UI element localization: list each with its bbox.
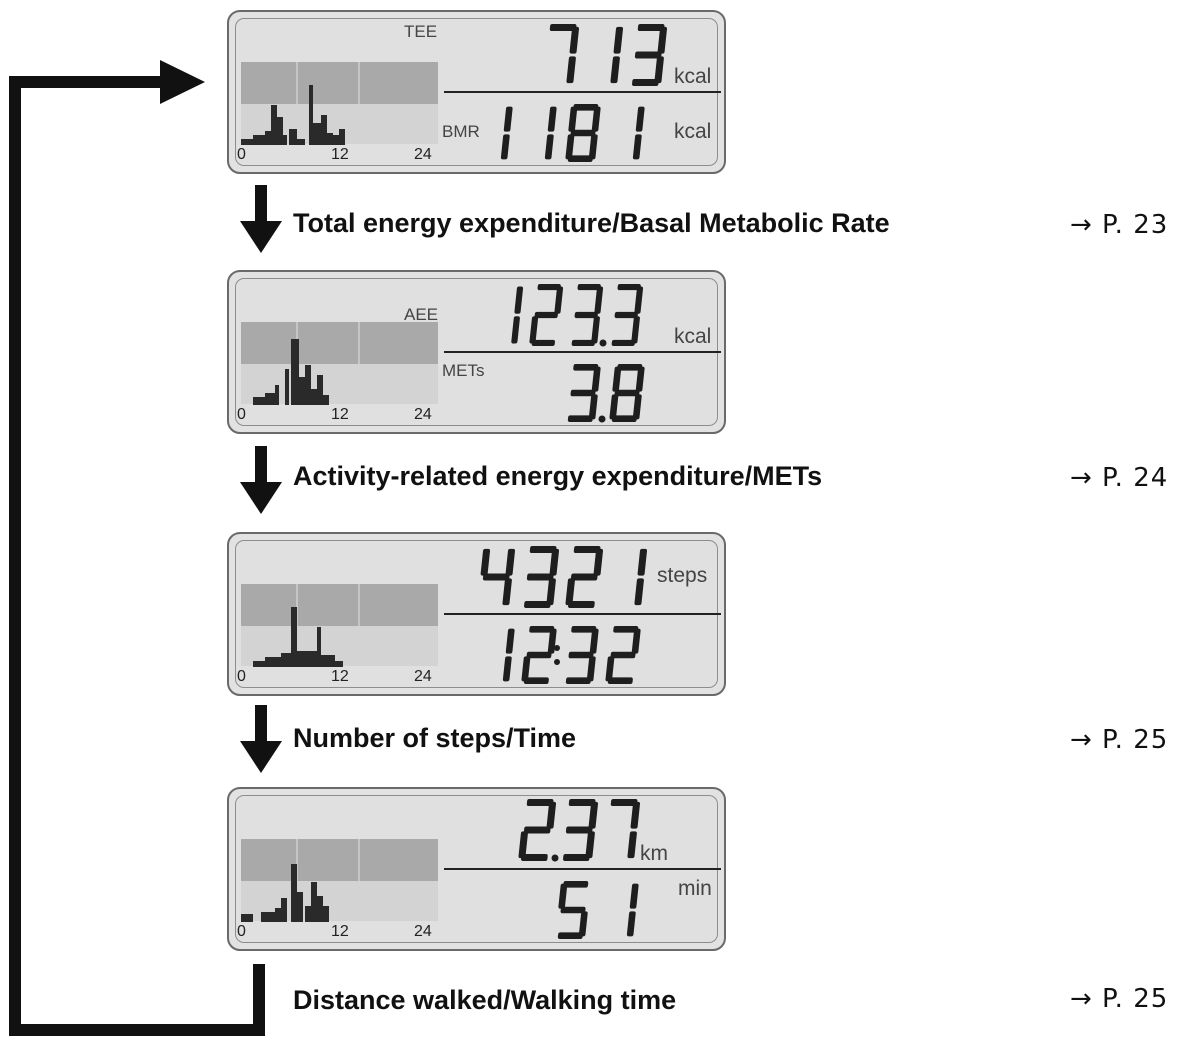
activity-histogram xyxy=(241,584,721,667)
axis-tick-24: 24 xyxy=(414,923,432,940)
activity-histogram xyxy=(241,839,721,922)
histogram-bar xyxy=(261,912,275,922)
axis-tick-12: 12 xyxy=(331,923,349,940)
histogram-bar xyxy=(297,651,317,667)
value-top-display xyxy=(518,799,641,862)
histogram-bar xyxy=(305,365,311,405)
label-top: AEE xyxy=(404,305,439,324)
histogram-bar xyxy=(283,135,287,145)
axis-tick-24: 24 xyxy=(414,146,432,163)
axis-tick-12: 12 xyxy=(331,668,349,685)
unit-top: steps xyxy=(657,564,708,587)
unit-bottom: min xyxy=(678,877,712,900)
histogram-bar xyxy=(253,661,265,667)
histogram-bar xyxy=(275,385,279,405)
histogram-bar xyxy=(291,607,297,667)
value-bottom-display xyxy=(557,881,639,939)
unit-top: km xyxy=(640,842,668,865)
label-top: TEE xyxy=(404,22,438,41)
histogram-bar xyxy=(339,129,345,145)
histogram-bar xyxy=(297,139,305,145)
step-caption-4: Distance walked/Walking time xyxy=(293,985,677,1015)
lcd-panel-aee-mets: AEE METs kcal 0 12 24 xyxy=(227,270,726,434)
page-ref-1[interactable]: → P. 23 xyxy=(1070,210,1169,240)
value-bottom-display xyxy=(500,104,645,162)
axis-tick-0: 0 xyxy=(237,406,246,423)
down-arrow-2 xyxy=(240,446,282,514)
activity-histogram xyxy=(241,62,721,145)
step-caption-1: Total energy expenditure/Basal Metabolic… xyxy=(293,208,890,238)
histogram-bar xyxy=(253,397,265,405)
lcd-panel-tee-bmr: TEE BMR kcal kcal 0 12 24 xyxy=(227,10,726,174)
histogram-bar xyxy=(289,129,297,145)
unit-top: kcal xyxy=(674,65,712,88)
histogram-bar xyxy=(333,135,339,145)
lcd-panel-distance-walktime: km min 0 12 24 xyxy=(227,787,726,951)
axis-tick-0: 0 xyxy=(237,668,246,685)
histogram-bar xyxy=(299,377,305,405)
histogram-bar xyxy=(285,369,289,405)
axis-tick-12: 12 xyxy=(331,406,349,423)
label-bottom: METs xyxy=(442,361,485,380)
histogram-bar xyxy=(275,908,281,922)
step-caption-3: Number of steps/Time xyxy=(293,723,577,753)
unit-top: kcal xyxy=(674,325,712,348)
histogram-bar xyxy=(323,395,329,405)
histogram-bar xyxy=(291,864,297,922)
axis-tick-0: 0 xyxy=(237,146,246,163)
down-arrow-1 xyxy=(240,185,282,253)
activity-histogram xyxy=(241,322,721,405)
histogram-bar xyxy=(309,85,313,145)
value-top-display xyxy=(549,24,668,86)
histogram-bar xyxy=(335,661,343,667)
value-top-display xyxy=(480,546,648,608)
axis-tick-0: 0 xyxy=(237,923,246,940)
value-top-display xyxy=(511,284,644,347)
histogram-bar xyxy=(313,123,321,145)
axis-tick-24: 24 xyxy=(414,406,432,423)
value-bottom-display xyxy=(567,364,645,423)
page-ref-3[interactable]: → P. 25 xyxy=(1070,725,1169,755)
step-caption-2: Activity-related energy expenditure/METs xyxy=(293,461,823,491)
histogram-bar xyxy=(265,393,275,405)
histogram-bar xyxy=(265,657,281,667)
label-bottom: BMR xyxy=(442,122,480,141)
axis-tick-12: 12 xyxy=(331,146,349,163)
histogram-bar xyxy=(321,655,335,667)
lcd-panel-steps-time: steps 0 12 24 xyxy=(227,532,726,696)
histogram-bar xyxy=(317,375,323,405)
histogram-bar xyxy=(311,389,317,405)
histogram-bar xyxy=(241,139,253,145)
histogram-bar xyxy=(291,339,299,405)
histogram-bar xyxy=(253,135,265,145)
unit-bottom: kcal xyxy=(674,120,712,143)
histogram-bar xyxy=(317,896,323,922)
page-ref-4[interactable]: → P. 25 xyxy=(1070,984,1169,1014)
histogram-bar xyxy=(281,898,287,922)
histogram-bar xyxy=(241,914,253,922)
axis-tick-24: 24 xyxy=(414,668,432,685)
value-bottom-display xyxy=(502,626,641,684)
histogram-bar xyxy=(311,882,317,922)
histogram-bar xyxy=(305,906,311,922)
page-ref-2[interactable]: → P. 24 xyxy=(1070,463,1169,493)
histogram-bar xyxy=(297,892,303,922)
histogram-bar xyxy=(323,906,329,922)
histogram-bar xyxy=(317,627,321,667)
histogram-bar xyxy=(327,133,333,145)
down-arrow-3 xyxy=(240,705,282,773)
histogram-bar xyxy=(271,105,277,145)
histogram-bar xyxy=(321,115,327,145)
histogram-bar xyxy=(265,131,271,145)
histogram-bar xyxy=(277,117,283,145)
histogram-bar xyxy=(281,653,291,667)
